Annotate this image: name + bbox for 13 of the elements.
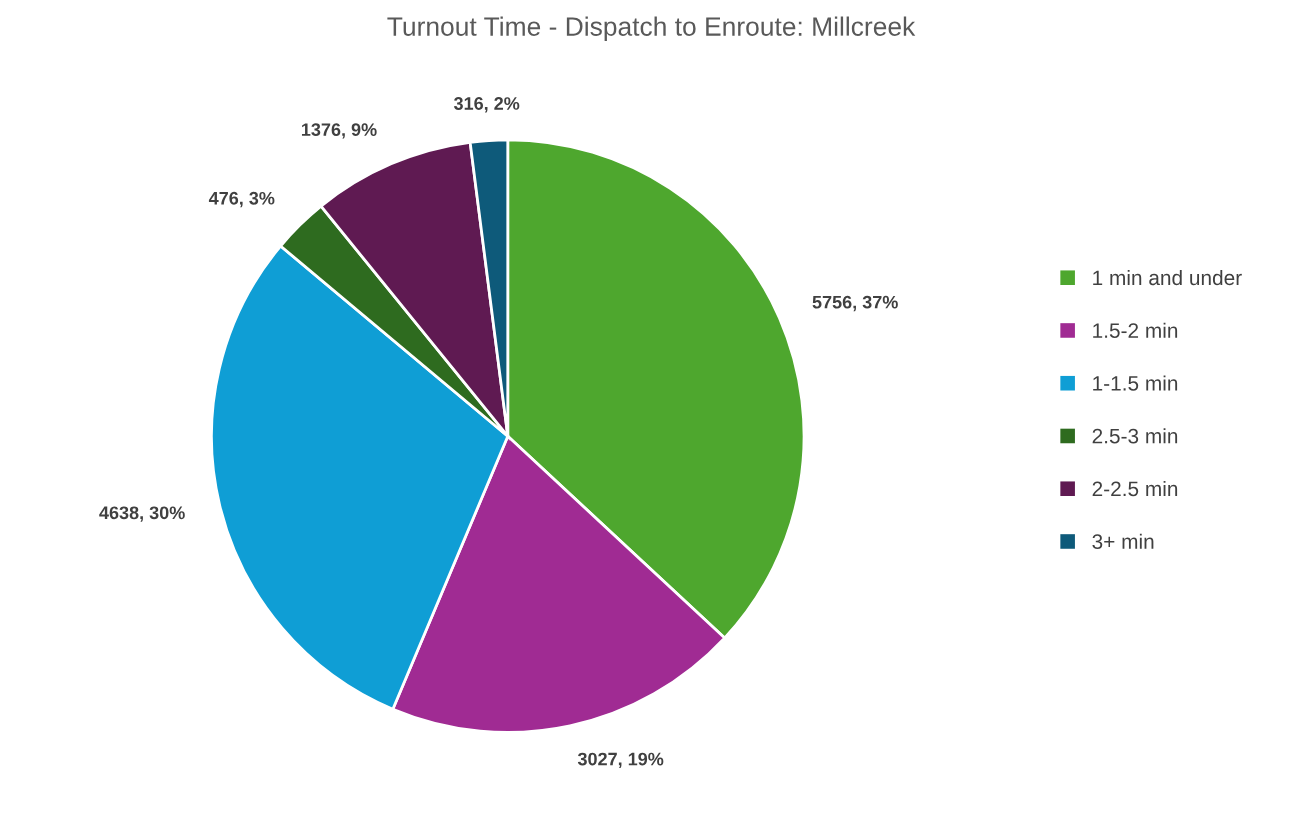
data-label: 3027, 19% — [577, 752, 664, 769]
legend-label: 3+ min — [1092, 533, 1154, 549]
chart-title: Turnout Time - Dispatch to Enroute: Millcreek — [387, 16, 916, 42]
legend-label: 1 min and under — [1093, 269, 1242, 286]
legend-label: 2.5-3 min — [1092, 428, 1178, 444]
data-label: 4638, 30% — [99, 506, 185, 522]
data-label: 476, 3% — [208, 191, 275, 208]
legend-label: 1-1.5 min — [1093, 375, 1178, 391]
data-label: 5756, 37% — [812, 295, 898, 312]
legend-label: 2-2.5 min — [1092, 480, 1178, 497]
data-label: 1376, 9% — [301, 123, 377, 139]
data-label: 316, 2% — [453, 97, 520, 113]
legend-label: 1.5-2 min — [1093, 322, 1178, 338]
